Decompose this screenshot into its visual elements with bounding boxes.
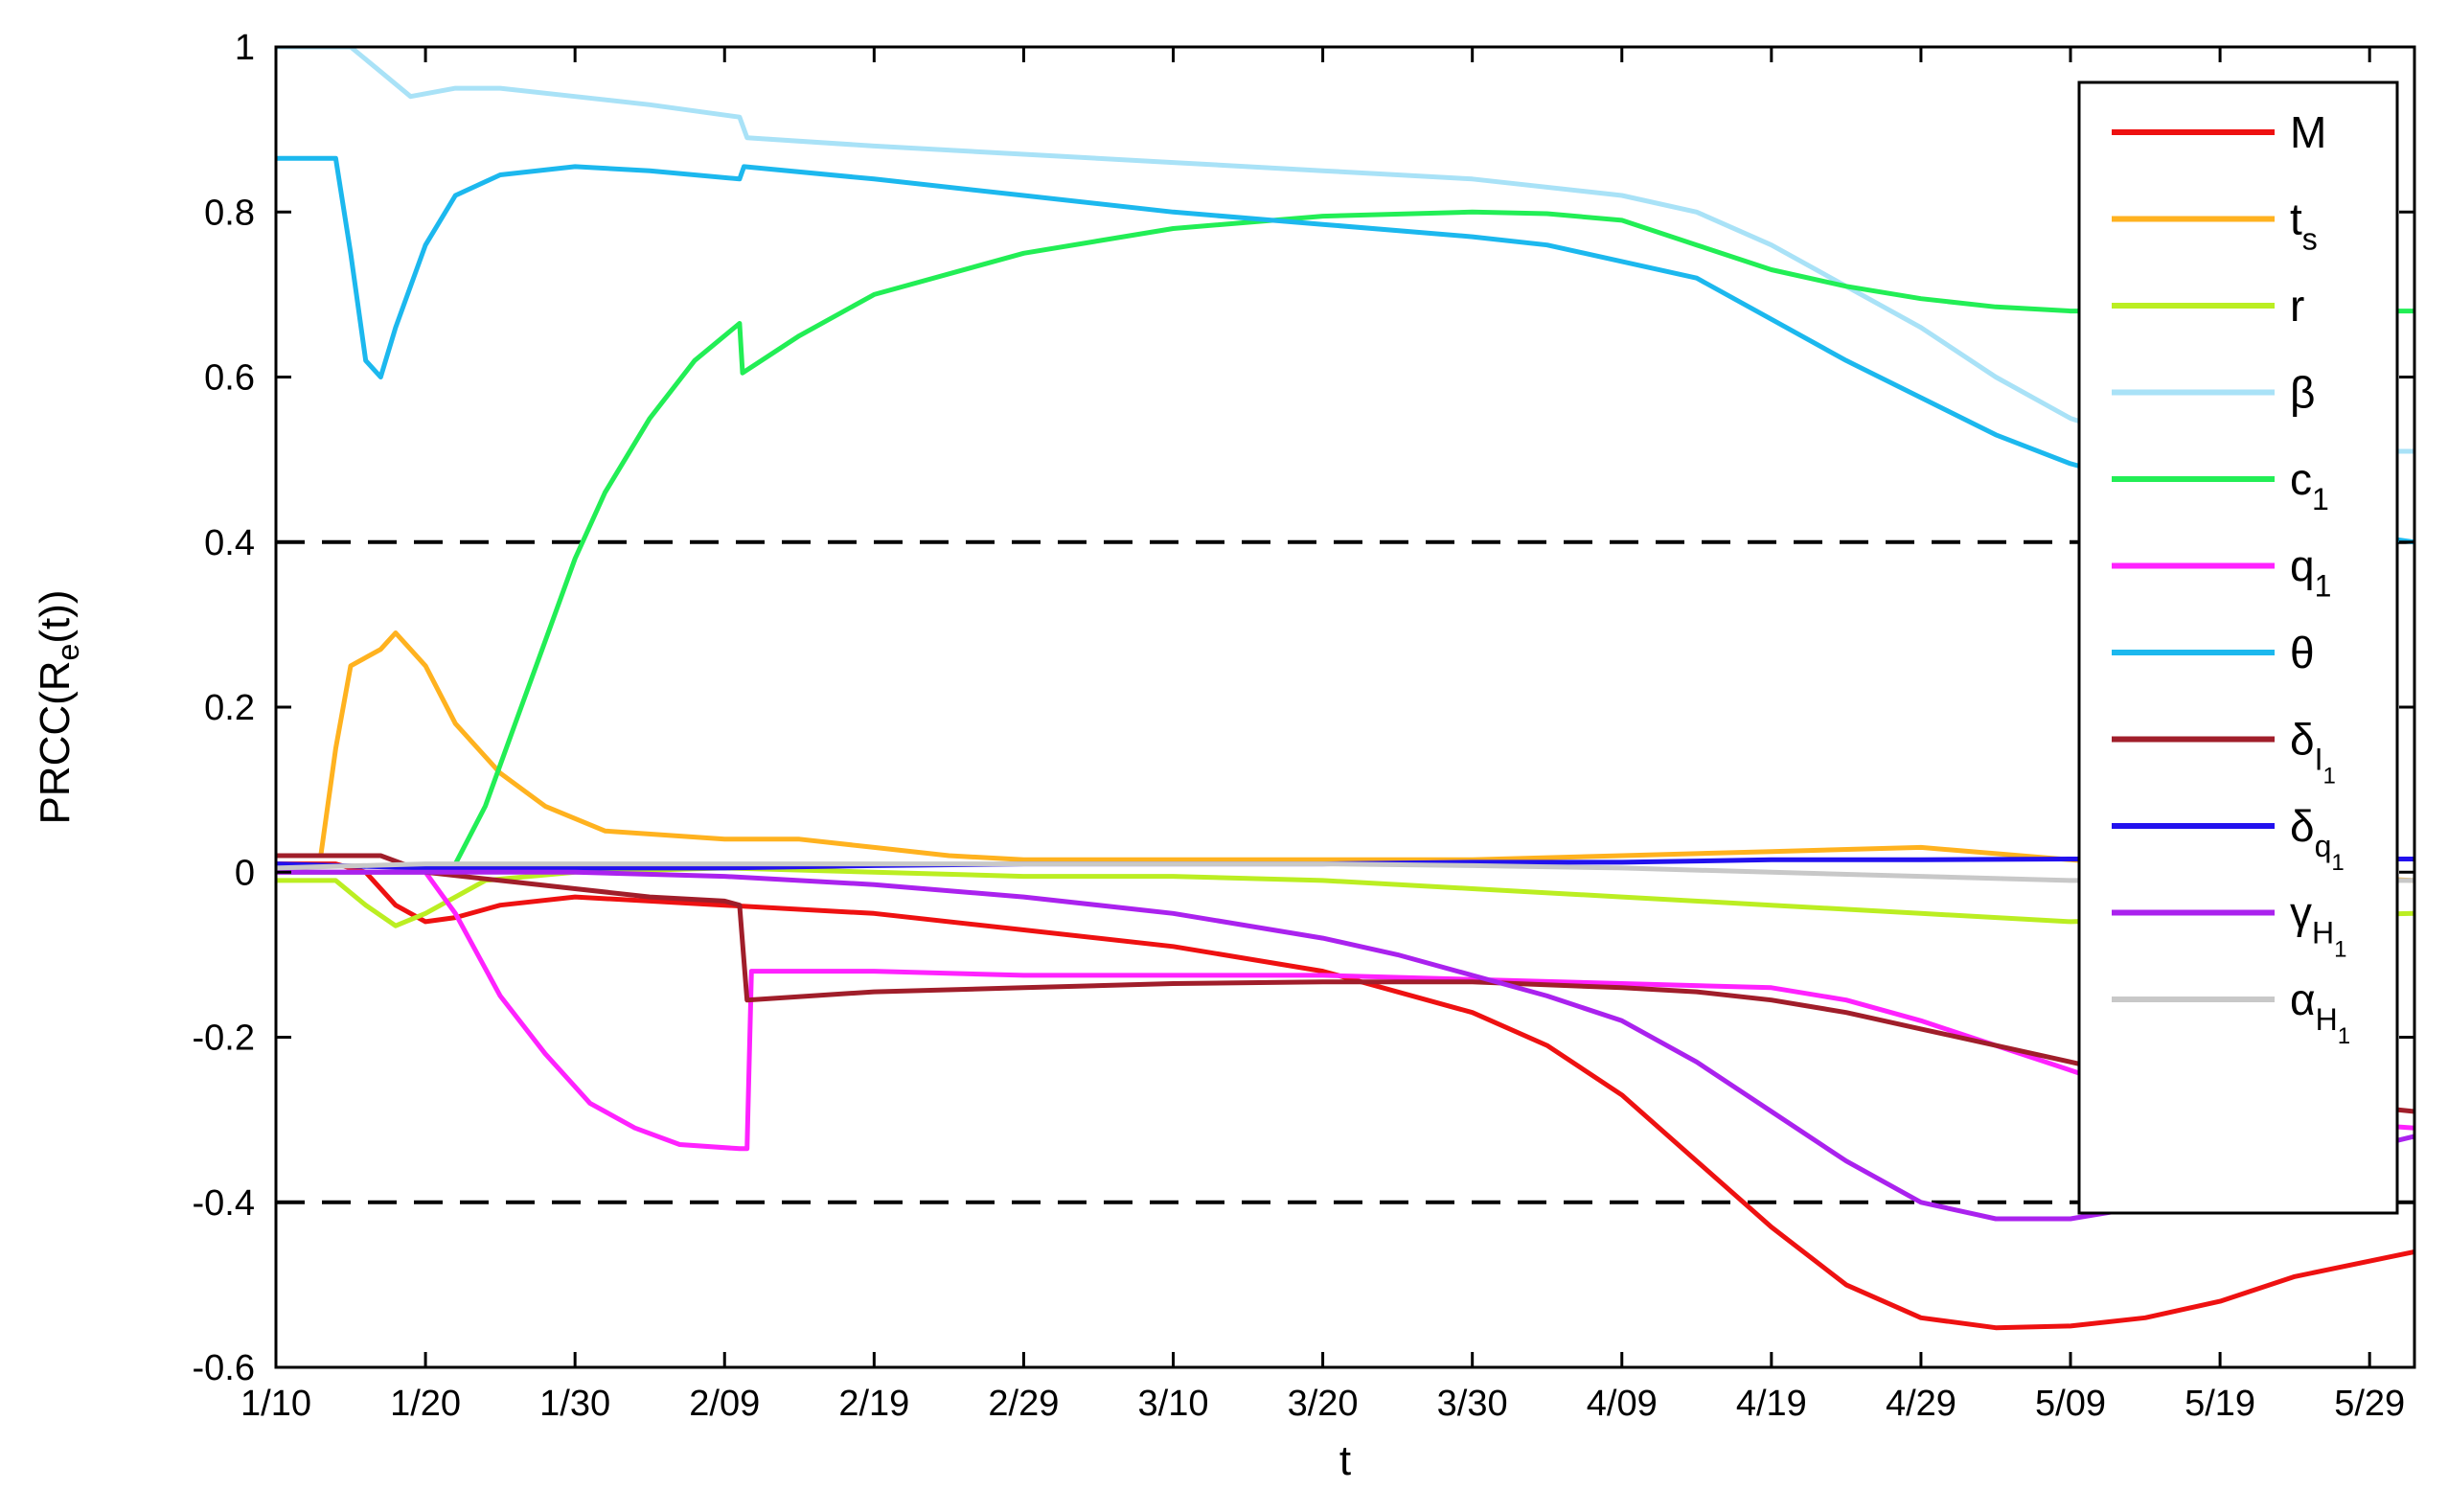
legend-label: γH1 xyxy=(2290,888,2346,963)
legend-item: q1 xyxy=(2112,541,2331,604)
legend-label: r xyxy=(2290,281,2304,331)
legend-label: αH1 xyxy=(2290,974,2350,1049)
x-tick-label: 4/29 xyxy=(1886,1384,1956,1424)
y-axis-label-sub: e xyxy=(51,644,85,661)
legend-box xyxy=(2077,80,2399,1215)
legend-item: c1 xyxy=(2112,454,2329,516)
legend-label: ts xyxy=(2290,195,2318,257)
legend-item: αH1 xyxy=(2112,974,2350,1049)
legend-item: r xyxy=(2112,281,2304,331)
x-tick-label: 3/10 xyxy=(1138,1384,1209,1424)
x-tick-label: 3/30 xyxy=(1437,1384,1508,1424)
y-axis-label-main: PRCC(R xyxy=(32,660,79,824)
series-line xyxy=(276,861,2414,1331)
y-tick-label: 1 xyxy=(235,28,255,68)
series-line xyxy=(276,869,2414,1152)
legend-item: θ xyxy=(2112,628,2315,677)
x-tick-label: 2/19 xyxy=(838,1384,909,1424)
series-line xyxy=(276,209,2414,875)
plot-content xyxy=(276,47,2414,1331)
y-tick-label: -0.6 xyxy=(193,1348,255,1388)
y-tick-label: -0.2 xyxy=(193,1019,255,1059)
x-tick-label: 1/20 xyxy=(390,1384,461,1424)
series-line xyxy=(276,861,2414,883)
x-tick-labels: 1/10 1/20 1/30 2/09 2/19 2/29 3/10 3/20 3/30 4/09… xyxy=(240,1384,2405,1424)
legend-item: ts xyxy=(2112,195,2318,257)
legend-item: δq1 xyxy=(2112,801,2345,876)
y-tick-label: 0.8 xyxy=(204,193,255,233)
x-tick-label: 4/09 xyxy=(1587,1384,1658,1424)
x-tick-label: 1/30 xyxy=(539,1384,610,1424)
axis-ticks xyxy=(274,45,2414,1369)
y-tick-label: 0.2 xyxy=(204,688,255,728)
series-line xyxy=(276,155,2414,545)
x-tick-label: 4/19 xyxy=(1736,1384,1807,1424)
x-tick-label: 5/19 xyxy=(2185,1384,2255,1424)
x-tick-label: 1/10 xyxy=(240,1384,311,1424)
y-axis-label-tail: (t)) xyxy=(32,589,79,643)
series-line xyxy=(276,630,2414,883)
series-line xyxy=(276,853,2414,1114)
legend-label: β xyxy=(2290,368,2315,418)
x-axis-label: t xyxy=(1339,1437,1351,1484)
y-axis-label: PRCC(Re(t)) xyxy=(32,589,85,824)
series-line xyxy=(276,47,2414,454)
x-tick-label: 5/29 xyxy=(2334,1384,2405,1424)
y-tick-label: 0.6 xyxy=(204,358,255,399)
series-line xyxy=(276,865,2414,928)
legend-item: γH1 xyxy=(2112,888,2346,963)
legend: Mts rβ c1 q1 θ δI1 δq1 γH1 αH1 xyxy=(2077,80,2399,1215)
x-tick-label: 2/29 xyxy=(988,1384,1059,1424)
y-tick-label: -0.4 xyxy=(193,1183,255,1224)
legend-label: δI1 xyxy=(2290,715,2336,790)
legend-item: β xyxy=(2112,368,2315,418)
x-tick-label: 5/09 xyxy=(2035,1384,2106,1424)
y-tick-labels: -0.6 -0.4 -0.2 0 0.2 0.4 0.6 0.8 1 xyxy=(193,28,255,1388)
x-tick-label: 2/09 xyxy=(689,1384,760,1424)
legend-label: M xyxy=(2290,107,2326,157)
legend-item: M xyxy=(2112,107,2326,157)
legend-label: c1 xyxy=(2290,454,2329,516)
legend-label: δq1 xyxy=(2290,801,2345,876)
legend-label: θ xyxy=(2290,628,2315,677)
y-tick-label: 0 xyxy=(235,853,255,893)
legend-label: q1 xyxy=(2290,541,2331,604)
legend-items: Mts rβ c1 q1 θ δI1 δq1 γH1 αH1 xyxy=(2112,107,2350,1049)
legend-item: δI1 xyxy=(2112,715,2336,790)
x-tick-label: 3/20 xyxy=(1288,1384,1359,1424)
y-tick-label: 0.4 xyxy=(204,523,255,563)
